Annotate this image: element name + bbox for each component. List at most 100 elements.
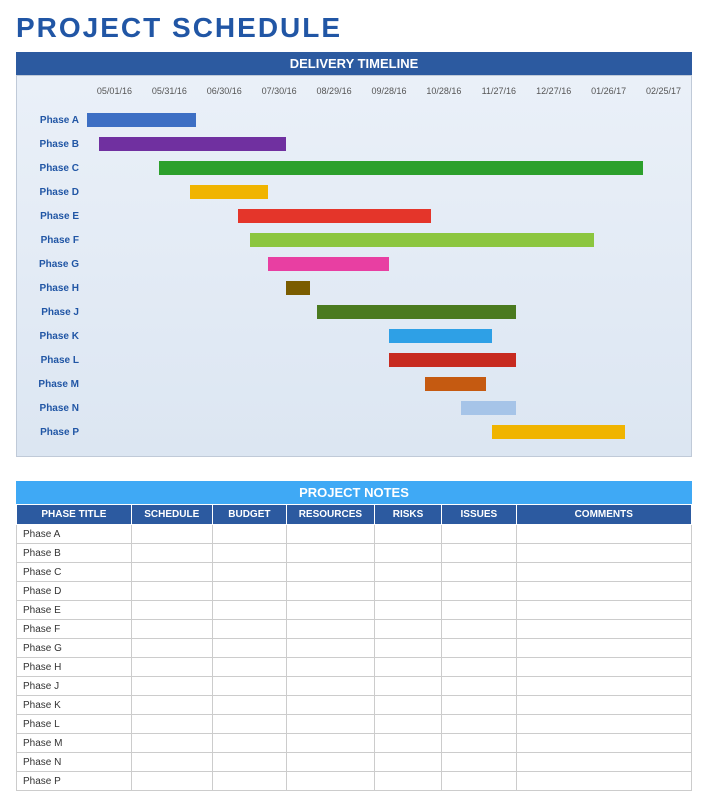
notes-cell[interactable] bbox=[516, 544, 692, 563]
notes-cell[interactable] bbox=[287, 601, 375, 620]
notes-cell[interactable] bbox=[374, 696, 442, 715]
notes-cell[interactable] bbox=[516, 715, 692, 734]
notes-cell[interactable] bbox=[374, 639, 442, 658]
notes-cell[interactable] bbox=[212, 620, 286, 639]
notes-cell[interactable] bbox=[374, 658, 442, 677]
page-title: PROJECT SCHEDULE bbox=[0, 0, 708, 52]
notes-cell[interactable] bbox=[442, 677, 516, 696]
notes-cell[interactable] bbox=[212, 734, 286, 753]
gantt-date-tick: 10/28/16 bbox=[416, 76, 471, 108]
gantt-row-track bbox=[87, 113, 691, 127]
gantt-row-label: Phase D bbox=[17, 187, 87, 198]
notes-cell[interactable] bbox=[212, 582, 286, 601]
notes-cell[interactable] bbox=[287, 734, 375, 753]
gantt-bar bbox=[238, 209, 431, 223]
notes-cell[interactable] bbox=[212, 772, 286, 791]
notes-cell[interactable] bbox=[516, 582, 692, 601]
notes-cell[interactable] bbox=[442, 601, 516, 620]
notes-cell[interactable] bbox=[212, 696, 286, 715]
notes-cell[interactable] bbox=[374, 601, 442, 620]
notes-cell[interactable] bbox=[287, 772, 375, 791]
notes-cell[interactable] bbox=[442, 582, 516, 601]
notes-cell[interactable] bbox=[287, 696, 375, 715]
notes-cell[interactable] bbox=[131, 677, 212, 696]
notes-cell[interactable] bbox=[442, 620, 516, 639]
notes-cell[interactable] bbox=[442, 658, 516, 677]
notes-cell[interactable] bbox=[516, 772, 692, 791]
notes-cell[interactable] bbox=[374, 734, 442, 753]
notes-cell[interactable] bbox=[212, 677, 286, 696]
notes-cell[interactable] bbox=[131, 525, 212, 544]
notes-cell[interactable] bbox=[516, 639, 692, 658]
notes-cell[interactable] bbox=[516, 658, 692, 677]
notes-cell[interactable] bbox=[516, 620, 692, 639]
notes-cell[interactable] bbox=[516, 753, 692, 772]
notes-cell[interactable] bbox=[442, 772, 516, 791]
notes-cell[interactable] bbox=[287, 658, 375, 677]
notes-cell[interactable] bbox=[287, 677, 375, 696]
notes-cell[interactable] bbox=[212, 525, 286, 544]
notes-cell[interactable] bbox=[131, 658, 212, 677]
notes-cell[interactable] bbox=[212, 658, 286, 677]
notes-cell[interactable] bbox=[374, 620, 442, 639]
notes-cell[interactable] bbox=[212, 715, 286, 734]
notes-cell[interactable] bbox=[374, 715, 442, 734]
notes-cell[interactable] bbox=[131, 544, 212, 563]
phase-title-cell: Phase N bbox=[17, 753, 132, 772]
notes-cell[interactable] bbox=[212, 601, 286, 620]
notes-cell[interactable] bbox=[212, 753, 286, 772]
notes-cell[interactable] bbox=[374, 582, 442, 601]
notes-cell[interactable] bbox=[442, 715, 516, 734]
notes-cell[interactable] bbox=[131, 563, 212, 582]
notes-cell[interactable] bbox=[287, 563, 375, 582]
notes-cell[interactable] bbox=[374, 544, 442, 563]
notes-cell[interactable] bbox=[131, 620, 212, 639]
notes-cell[interactable] bbox=[442, 734, 516, 753]
notes-cell[interactable] bbox=[516, 525, 692, 544]
gantt-bar bbox=[268, 257, 389, 271]
notes-cell[interactable] bbox=[442, 544, 516, 563]
notes-cell[interactable] bbox=[287, 544, 375, 563]
notes-cell[interactable] bbox=[287, 639, 375, 658]
notes-cell[interactable] bbox=[442, 639, 516, 658]
notes-cell[interactable] bbox=[374, 525, 442, 544]
gantt-date-tick: 12/27/16 bbox=[526, 76, 581, 108]
notes-cell[interactable] bbox=[374, 772, 442, 791]
notes-cell[interactable] bbox=[131, 715, 212, 734]
notes-cell[interactable] bbox=[516, 734, 692, 753]
notes-cell[interactable] bbox=[442, 525, 516, 544]
gantt-row: Phase P bbox=[17, 420, 691, 444]
notes-cell[interactable] bbox=[212, 544, 286, 563]
notes-column-header: RISKS bbox=[374, 505, 442, 525]
notes-cell[interactable] bbox=[374, 753, 442, 772]
gantt-row-track bbox=[87, 377, 691, 391]
timeline-header: DELIVERY TIMELINE bbox=[16, 52, 692, 75]
notes-cell[interactable] bbox=[131, 772, 212, 791]
notes-cell[interactable] bbox=[131, 734, 212, 753]
notes-cell[interactable] bbox=[516, 696, 692, 715]
notes-cell[interactable] bbox=[516, 563, 692, 582]
notes-cell[interactable] bbox=[442, 753, 516, 772]
notes-cell[interactable] bbox=[287, 620, 375, 639]
notes-cell[interactable] bbox=[287, 753, 375, 772]
notes-cell[interactable] bbox=[131, 601, 212, 620]
notes-cell[interactable] bbox=[212, 563, 286, 582]
notes-cell[interactable] bbox=[442, 696, 516, 715]
notes-cell[interactable] bbox=[374, 563, 442, 582]
notes-cell[interactable] bbox=[131, 753, 212, 772]
notes-cell[interactable] bbox=[131, 639, 212, 658]
gantt-row-track bbox=[87, 281, 691, 295]
notes-cell[interactable] bbox=[212, 639, 286, 658]
notes-cell[interactable] bbox=[287, 715, 375, 734]
notes-cell[interactable] bbox=[131, 582, 212, 601]
notes-cell[interactable] bbox=[516, 601, 692, 620]
notes-cell[interactable] bbox=[374, 677, 442, 696]
notes-cell[interactable] bbox=[287, 582, 375, 601]
notes-cell[interactable] bbox=[287, 525, 375, 544]
notes-cell[interactable] bbox=[516, 677, 692, 696]
gantt-date-axis: 05/01/1605/31/1606/30/1607/30/1608/29/16… bbox=[17, 76, 691, 108]
gantt-bar bbox=[389, 353, 516, 367]
notes-cell[interactable] bbox=[131, 696, 212, 715]
table-row: Phase D bbox=[17, 582, 692, 601]
notes-cell[interactable] bbox=[442, 563, 516, 582]
